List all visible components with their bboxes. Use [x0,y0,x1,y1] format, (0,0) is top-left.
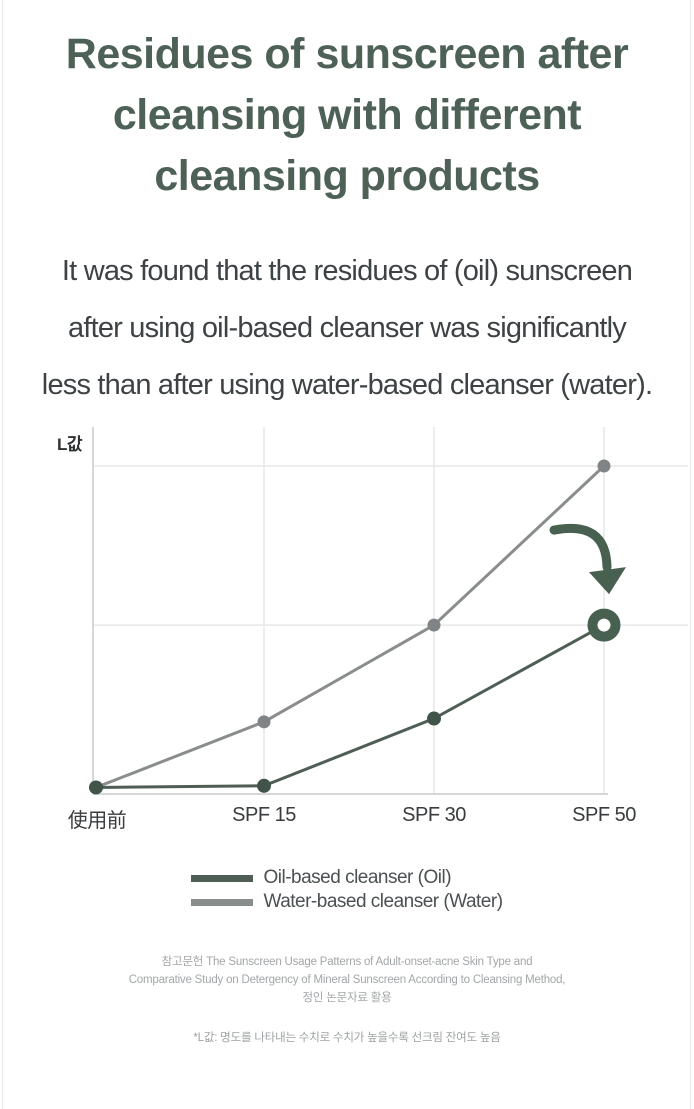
legend-item-oil: Oil-based cleanser (Oil) [191,866,502,890]
oil-data-point [257,778,271,793]
arrow-head-icon [589,567,626,595]
x-tick-label-before-use: 使用前 [67,810,127,832]
curved-arrow-icon [549,523,612,572]
subtitle-text: It was found that the residues of (oil) … [41,255,653,401]
oil-series-swatch [191,874,254,882]
legend-label-water: Water-based cleanser (Water) [263,891,503,912]
ring-marker [587,608,621,642]
y-axis-label: L값 [57,435,83,454]
x-tick-label-spf30: SPF 30 [402,804,466,826]
legend-group: Oil-based cleanser (Oil) Water-based cle… [191,866,503,914]
x-tick-label-spf15: SPF 15 [232,804,296,826]
water-data-point [597,459,611,473]
x-tick-label-spf50: SPF 50 [572,804,636,826]
water-series-swatch [191,898,254,906]
oil-series-line [95,623,605,789]
line-chart: L값 使用前 SPF 15 SPF 30 SPF 50 [0,420,694,845]
chart-plot-canvas [89,427,688,795]
oil-data-point [427,711,441,726]
oil-data-point [89,780,103,795]
legend-item-water: Water-based cleanser (Water) [191,890,503,914]
water-data-point [257,715,271,729]
legend-label-oil: Oil-based cleanser (Oil) [263,867,452,888]
page-title: Residues of sunscreen after cleansing wi… [65,30,629,200]
reference-text: 참고문헌 The Sunscreen Usage Patterns of Adu… [128,956,566,1004]
chart-legend: Oil-based cleanser (Oil) Water-based cle… [0,866,694,914]
water-series-line [95,464,606,789]
water-data-point [427,618,441,632]
footnote-text: *L값: 명도를 나타내는 수치로 수치가 높을수록 선크림 잔여도 높음 [193,1032,501,1044]
